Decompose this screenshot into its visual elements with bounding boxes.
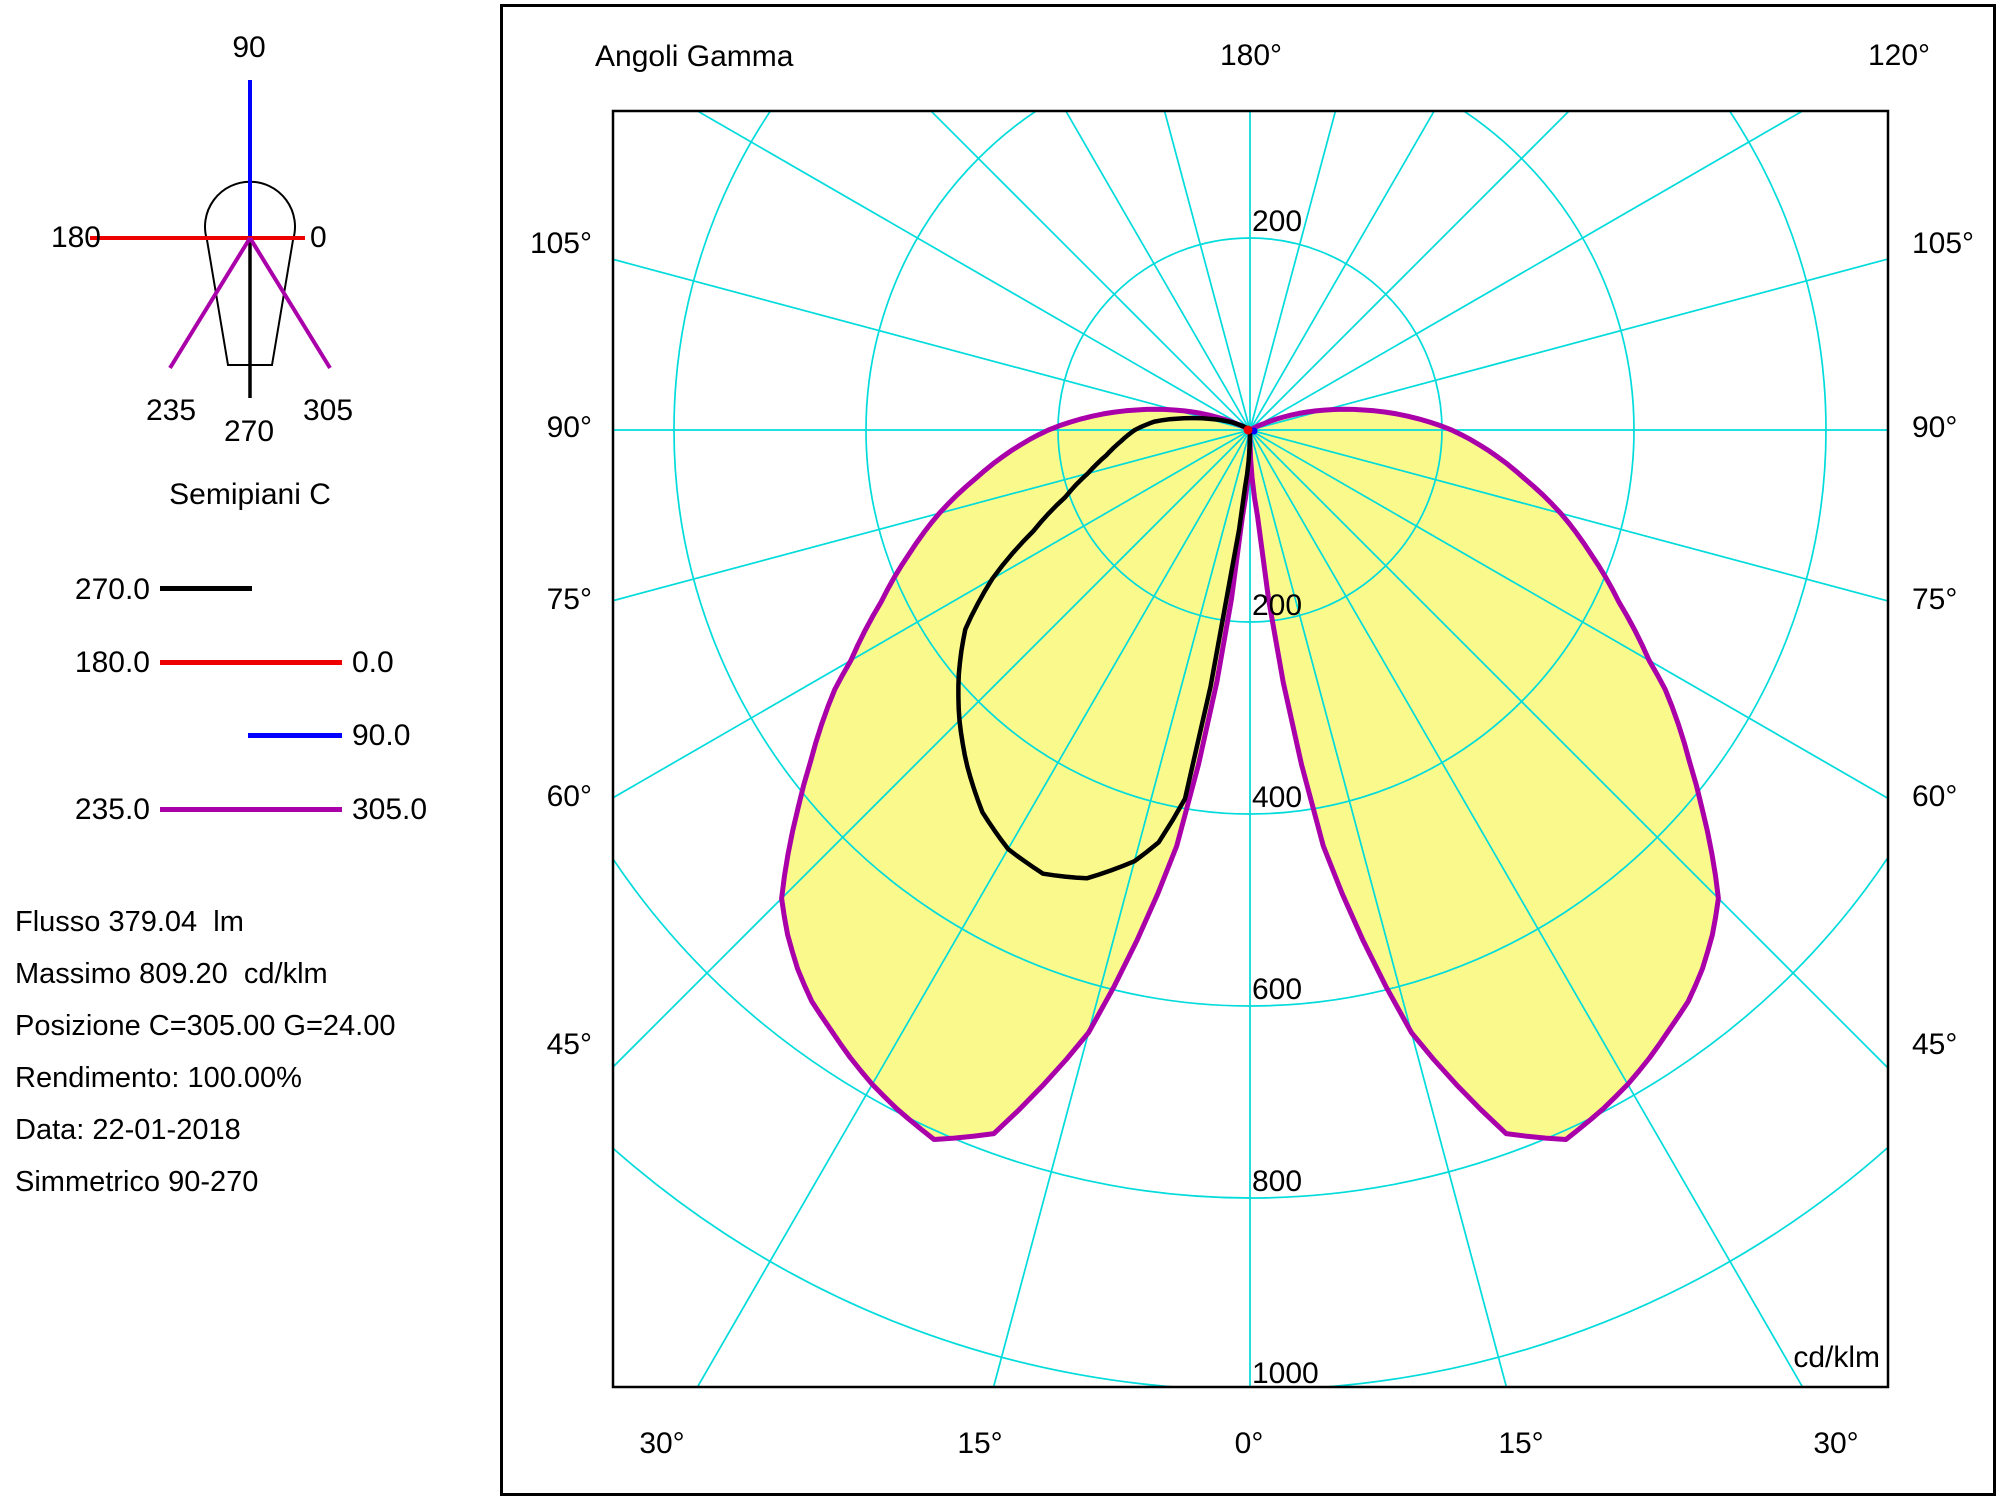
grid-ray bbox=[1249, 111, 1337, 431]
grid-ray bbox=[992, 429, 1251, 1387]
gamma-label-120-top: 120° bbox=[1867, 39, 1931, 72]
gamma-angle-label-right: 45° bbox=[1912, 1028, 1958, 1061]
intensity-curves bbox=[779, 406, 1721, 1142]
lamp-axis-305 bbox=[248, 236, 332, 370]
lamp-label-270: 270 bbox=[223, 415, 275, 448]
gamma-angle-label-left: 90° bbox=[546, 411, 592, 444]
gamma-angle-label-right: 60° bbox=[1912, 780, 1958, 813]
gamma-angle-label-left: 45° bbox=[546, 1028, 592, 1061]
grid-ray bbox=[1249, 111, 1805, 431]
grid-ray bbox=[613, 258, 1251, 431]
legend-line-c180-c0 bbox=[160, 660, 342, 665]
lamp-axis-235 bbox=[168, 236, 252, 370]
legend-label-90: 90.0 bbox=[352, 719, 411, 752]
legend-label-180: 180.0 bbox=[74, 646, 150, 679]
grid-ray bbox=[1249, 111, 1571, 431]
gamma-angle-label-bottom: 30° bbox=[1813, 1427, 1859, 1460]
gamma-label-180-top: 180° bbox=[1219, 39, 1283, 72]
gamma-angle-label-bottom: 30° bbox=[639, 1427, 685, 1460]
legend-label-270: 270.0 bbox=[74, 573, 150, 606]
chart-panel-border bbox=[500, 4, 1996, 1496]
gamma-angle-label-left: 75° bbox=[546, 583, 592, 616]
info-date: Data: 22-01-2018 bbox=[15, 1114, 241, 1146]
gamma-angle-label-left: 60° bbox=[546, 780, 592, 813]
grid-ray bbox=[1249, 429, 1804, 1387]
legend-line-c270 bbox=[160, 586, 252, 591]
gamma-angle-label-right: 75° bbox=[1912, 583, 1958, 616]
grid-ray bbox=[613, 429, 1251, 1069]
grid-ray bbox=[695, 111, 1251, 431]
info-symmetry: Simmetrico 90-270 bbox=[15, 1166, 259, 1198]
curve-c305 bbox=[1247, 406, 1721, 1142]
curve-c270 bbox=[956, 415, 1253, 881]
grid-ray bbox=[613, 429, 1251, 799]
lamp-bulb-outline bbox=[204, 180, 296, 366]
legend-label-0: 0.0 bbox=[352, 646, 394, 679]
gamma-angle-label-bottom: 15° bbox=[1498, 1427, 1544, 1460]
grid-ray bbox=[1249, 429, 1888, 602]
lamp-label-305: 305 bbox=[302, 394, 354, 427]
legend-line-c235-c305 bbox=[160, 807, 342, 812]
grid-ray bbox=[1249, 429, 1888, 800]
radial-scale-label: 800 bbox=[1252, 1165, 1303, 1198]
grid-ray bbox=[1249, 258, 1888, 431]
legend-label-305: 305.0 bbox=[352, 793, 428, 826]
chart-title: Angoli Gamma bbox=[595, 40, 794, 73]
radial-scale-label: 600 bbox=[1252, 973, 1303, 1006]
grid-ray bbox=[1163, 111, 1251, 431]
plot-frame bbox=[611, 109, 1890, 1389]
info-efficiency: Rendimento: 100.00% bbox=[15, 1062, 302, 1094]
info-flux: Flusso 379.04 lm bbox=[15, 906, 244, 938]
curve-c180-c0-point bbox=[1243, 425, 1253, 435]
intensity-lobe-fill bbox=[781, 409, 1719, 1140]
lamp-symbol bbox=[90, 80, 332, 398]
info-position: Posizione C=305.00 G=24.00 bbox=[15, 1010, 396, 1042]
lamp-label-180: 180 bbox=[50, 221, 101, 254]
grid-ray bbox=[1249, 429, 1508, 1387]
radial-scale-label-upper: 200 bbox=[1252, 205, 1303, 238]
radial-scale-label: 200 bbox=[1252, 589, 1303, 622]
legend-label-235: 235.0 bbox=[74, 793, 150, 826]
gamma-angle-label-right: 105° bbox=[1912, 227, 1975, 260]
gamma-angle-label-bottom: 15° bbox=[957, 1427, 1003, 1460]
gamma-angle-label-right: 90° bbox=[1912, 411, 1958, 444]
grid-ray bbox=[929, 111, 1251, 431]
gamma-angle-label-left: 105° bbox=[529, 227, 592, 260]
semipiani-caption: Semipiani C bbox=[169, 478, 331, 511]
unit-label: cd/klm bbox=[1793, 1341, 1880, 1374]
gamma-angle-label-bottom: 0° bbox=[1234, 1427, 1264, 1460]
info-max: Massimo 809.20 cd/klm bbox=[15, 958, 328, 990]
grid-ray bbox=[696, 429, 1251, 1387]
lamp-label-235: 235 bbox=[145, 394, 197, 427]
lamp-label-90: 90 bbox=[232, 31, 266, 64]
radial-scale-label: 400 bbox=[1252, 781, 1303, 814]
radial-scale-label: 1000 bbox=[1252, 1357, 1319, 1390]
grid-ray bbox=[613, 429, 1251, 602]
grid-ray bbox=[1249, 111, 1436, 431]
grid-ray bbox=[1249, 429, 1888, 1070]
grid-ray bbox=[1064, 111, 1251, 431]
legend-line-c90 bbox=[248, 733, 342, 738]
lamp-label-0: 0 bbox=[310, 221, 327, 254]
curve-c235 bbox=[779, 406, 1253, 1142]
